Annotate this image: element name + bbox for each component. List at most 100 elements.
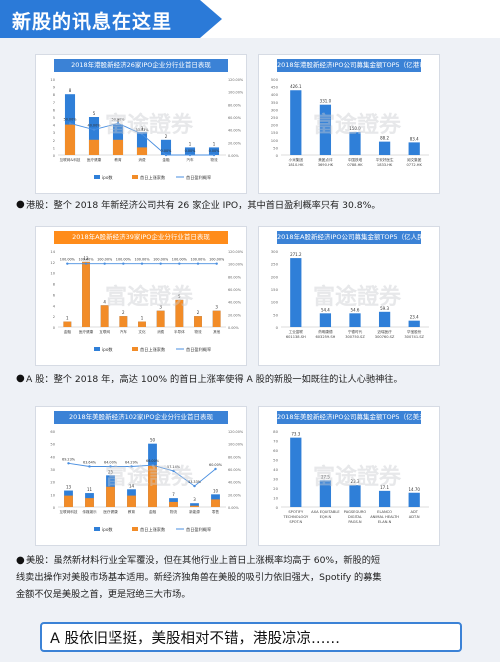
x-tick-label: 300741.SZ [404,335,424,339]
line-prob [68,462,216,487]
watermark: 富途證券 [105,284,194,310]
x-tick-label: 601138.SH [286,335,306,339]
y2-tick-label: 120.00% [228,250,244,254]
line-label: 50.00% [64,117,78,121]
y-tick-label: 20 [50,481,55,485]
bar-up [211,499,220,507]
x-tick-label: 互联网 [99,329,110,334]
bar-up [127,495,136,507]
y-tick-label: 300 [271,107,279,112]
line-label: 0.00% [209,149,221,153]
y-tick-label: 7 [53,101,55,105]
bar-label: 5 [93,111,96,116]
x-tick-label: 零售 [212,509,220,514]
header-bar: 新股的讯息在这里 [0,0,500,38]
bar-label: 5 [178,294,181,299]
bullet-hk: ● [16,199,25,210]
chart-card-us-top5: 2018年美股新经济IPO公司募集金额TOP5（亿美元） 0 10 20 30 40 50… [258,406,440,546]
y-tick-label: 50 [273,145,278,150]
bar-label: 12 [83,256,89,261]
bar-label: 1 [189,141,192,146]
x-tick-label: PAGSEGURO [344,510,367,514]
y-tick-label: 0 [276,505,279,510]
bar-ipo [190,503,199,507]
y2-tick-label: 0.00% [228,326,240,330]
legend-label-up: 首日上涨家数 [140,526,166,533]
line-label: 69.23% [62,457,76,461]
line-label: 100.00% [97,258,113,262]
chart-svg-hk-top5: 050100150200250300350400450500426.1小米集团1… [271,77,429,167]
bar-label: 2 [165,134,168,139]
y-tick-label: 2 [53,139,55,143]
bar-ipo [136,132,148,155]
x-tick-label: 互联网科技 [60,509,78,514]
y2-tick-label: 120.00% [228,430,244,434]
x-tick-label: 迈瑞医疗 [377,329,392,334]
y-tick-label: 10 [50,272,55,276]
y2-tick-label: 80.00% [228,455,242,459]
line-point [122,262,125,265]
bar-up [64,495,73,507]
note-cn: A 股：整个 2018 年，高达 100% 的首日上涨率使得 A 股的新股一如既… [26,374,403,385]
bar-label: 54.4 [321,307,330,312]
bar-up [138,321,146,327]
line-label: 66.00% [146,459,160,463]
line-label: 0.00% [185,149,197,153]
chart-card-hk-top5: 2018年港股新经济IPO公司募集金额TOP5（亿港币） 0 50 100 150 20… [258,54,440,194]
note-hk: 港股：整个 2018 年新经济公司共有 26 家企业 IPO，其中首日盈利概率只… [26,200,381,211]
y-tick-label: 200 [271,123,279,128]
x-tick-label: 0772.HK [407,163,423,167]
x-tick-label: 消费 [157,329,165,334]
y-tick-label: 14 [50,250,55,254]
line-point [66,262,69,265]
y-tick-label: 4 [53,304,56,308]
chart-title: 2018年A股新经济IPO公司募集金额TOP5（亿人民币） [277,231,421,244]
x-tick-label: 300760.SZ [375,335,395,339]
bar-up [85,498,94,507]
line-point [130,465,133,468]
bar-up [190,505,199,507]
chart-title: 2018年港股新经济26家IPO企业分行业首日表现 [54,59,228,72]
x-tick-label: SPOTIFY [288,510,304,514]
y-tick-label: 0 [53,506,56,510]
chart-card-hk-industry: 2018年港股新经济26家IPO企业分行业首日表现 0 1 2 3 4 5 6 7 8 9 10 0.… [35,54,247,194]
x-tick-label: 0788.HK [347,163,363,167]
line-label: 64.29% [125,460,139,464]
bar-label: 3 [193,497,196,502]
watermark: 富途證券 [313,112,402,138]
x-tick-label: 1833.HK [377,163,393,167]
y-tick-label: 4 [53,124,56,128]
line-point [67,462,70,465]
bar-up [156,310,165,327]
x-tick-label: 新能源 [189,509,200,514]
y2-tick-label: 60.00% [228,288,242,292]
watermark: 富途證券 [105,464,194,490]
line-label: 64.00% [104,460,118,464]
bar-label: 83.4 [410,136,419,141]
line-point [196,262,200,265]
legend-label-prob: 首日盈利概率 [186,174,211,181]
x-tick-label: TECHNOLOGY [282,515,309,519]
x-tick-label: EQH.N [320,515,332,519]
line-label: 100.00% [60,258,76,262]
bar-amount [378,490,391,507]
bar-amount [408,492,420,507]
x-tick-label: 金融 [162,157,170,162]
bar-up [63,321,72,327]
line-point [68,122,72,125]
bar-label: 27.5 [321,474,330,479]
line-label: 57.14% [167,465,181,469]
y-tick-label: 6 [53,108,56,112]
y-tick-label: 350 [271,100,279,105]
bar-label: 150.0 [349,126,361,131]
line-label: 100.00% [116,258,132,262]
bar-label: 4 [117,119,120,124]
bar-amount [290,437,302,507]
y-tick-label: 450 [271,85,279,90]
line-point [92,128,96,131]
y2-tick-label: 0.00% [228,154,240,158]
title-banner: 新股的讯息在这里 [0,0,222,38]
line-label: 100.00% [172,258,188,262]
bar-amount [319,104,332,155]
